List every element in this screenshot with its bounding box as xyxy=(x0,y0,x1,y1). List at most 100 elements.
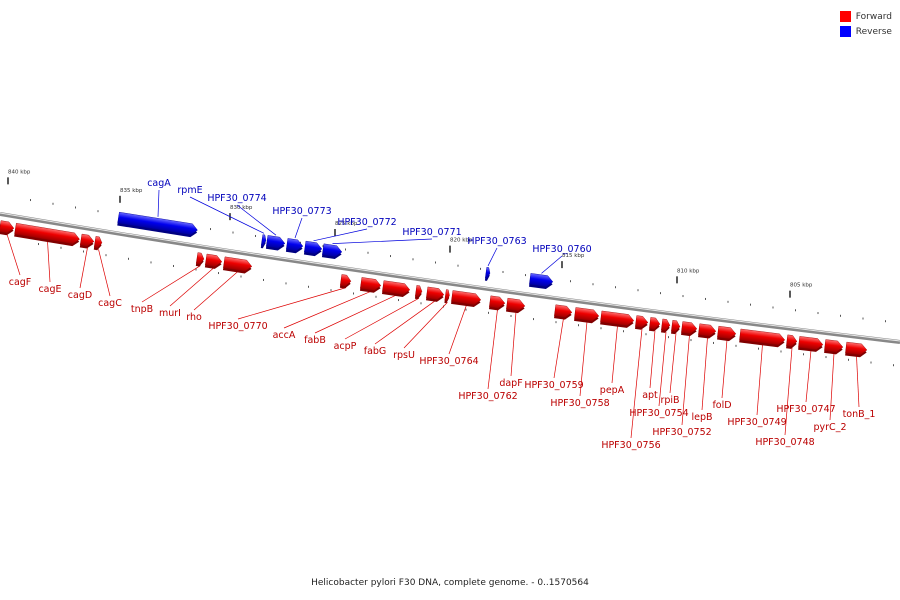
gene-label-HPF30_0770[interactable]: HPF30_0770 xyxy=(208,321,267,332)
gene-label-HPF30_0760[interactable]: HPF30_0760 xyxy=(532,244,591,255)
gene-arrow[interactable] xyxy=(382,280,411,296)
gene-HPF30_0754[interactable] xyxy=(661,318,671,333)
gene-HPF30_0758[interactable] xyxy=(574,307,600,324)
gene-label-rpmE[interactable]: rpmE xyxy=(177,185,202,196)
gene-HPF30_0772[interactable] xyxy=(303,240,323,257)
gene-acpP[interactable] xyxy=(414,285,423,300)
gene-arrow[interactable] xyxy=(739,328,786,346)
gene-label-lepB[interactable]: lepB xyxy=(691,412,712,423)
gene-arrow[interactable] xyxy=(635,315,649,328)
gene-arrow[interactable] xyxy=(485,267,491,279)
gene-HPF30_0764[interactable] xyxy=(451,290,482,308)
gene-label-cagC[interactable]: cagC xyxy=(98,298,122,309)
gene-arrow[interactable] xyxy=(681,321,698,335)
gene-arrow[interactable] xyxy=(661,318,671,331)
gene-label-HPF30_0754[interactable]: HPF30_0754 xyxy=(629,408,688,419)
gene-label-HPF30_0764[interactable]: HPF30_0764 xyxy=(419,356,478,367)
gene-label-HPF30_0759[interactable]: HPF30_0759 xyxy=(524,380,583,391)
gene-arrow[interactable] xyxy=(426,286,445,300)
gene-HPF30_0760[interactable] xyxy=(529,273,554,290)
gene-arrow[interactable] xyxy=(717,325,737,339)
gene-label-pepA[interactable]: pepA xyxy=(600,385,625,396)
gene-HPF30_0756[interactable] xyxy=(635,315,649,331)
gene-cagE[interactable] xyxy=(14,222,80,247)
gene-HPF30_0749[interactable] xyxy=(739,328,786,348)
gene-HPF30_0747[interactable] xyxy=(798,336,824,352)
gene-apt[interactable] xyxy=(649,317,661,332)
gene-arrow[interactable] xyxy=(360,277,382,291)
gene-label-tonB_1[interactable]: tonB_1 xyxy=(843,409,876,420)
gene-arrow[interactable] xyxy=(444,289,451,301)
gene-label-HPF30_0752[interactable]: HPF30_0752 xyxy=(652,427,711,438)
gene-HPF30_0771[interactable] xyxy=(321,243,343,260)
gene-arrow[interactable] xyxy=(845,341,868,355)
gene-label-pyrC_2[interactable]: pyrC_2 xyxy=(814,422,847,433)
gene-arrow[interactable] xyxy=(798,336,824,350)
gene-cagF[interactable] xyxy=(0,220,15,237)
gene-HPF30_0770[interactable] xyxy=(339,274,352,289)
gene-label-rpiB[interactable]: rpiB xyxy=(660,395,679,406)
gene-rpmE[interactable] xyxy=(260,234,267,249)
gene-HPF30_0748[interactable] xyxy=(786,334,798,350)
gene-arrow[interactable] xyxy=(322,243,343,258)
gene-HPF30_0763[interactable] xyxy=(484,267,491,281)
gene-label-folD[interactable]: folD xyxy=(712,400,731,411)
gene-label-fabG[interactable]: fabG xyxy=(364,346,387,357)
gene-arrow[interactable] xyxy=(195,252,205,265)
gene-label-cagF[interactable]: cagF xyxy=(9,277,32,288)
gene-label-acpP[interactable]: acpP xyxy=(334,341,357,352)
gene-label-cagD[interactable]: cagD xyxy=(68,290,92,301)
gene-rpiB[interactable] xyxy=(671,320,681,335)
gene-rpsU[interactable] xyxy=(444,289,451,304)
gene-arrow[interactable] xyxy=(671,320,681,332)
gene-arrow[interactable] xyxy=(93,236,103,248)
gene-label-HPF30_0749[interactable]: HPF30_0749 xyxy=(727,417,786,428)
gene-tnpB[interactable] xyxy=(195,252,205,267)
gene-accA[interactable] xyxy=(359,277,382,293)
gene-arrow[interactable] xyxy=(600,310,635,326)
gene-label-HPF30_0774[interactable]: HPF30_0774 xyxy=(207,193,266,204)
gene-arrow[interactable] xyxy=(649,317,661,330)
gene-label-HPF30_0747[interactable]: HPF30_0747 xyxy=(776,404,835,415)
gene-HPF30_0762[interactable] xyxy=(488,295,506,311)
gene-label-rpsU[interactable]: rpsU xyxy=(393,350,415,361)
gene-rho[interactable] xyxy=(222,256,253,275)
gene-lepB[interactable] xyxy=(698,323,717,340)
gene-arrow[interactable] xyxy=(79,233,95,247)
gene-arrow[interactable] xyxy=(223,256,253,272)
gene-arrow[interactable] xyxy=(554,304,573,318)
gene-HPF30_0759[interactable] xyxy=(554,304,573,321)
gene-cagA[interactable] xyxy=(117,211,198,238)
gene-label-HPF30_0762[interactable]: HPF30_0762 xyxy=(458,391,517,402)
gene-arrow[interactable] xyxy=(489,295,506,309)
gene-label-HPF30_0748[interactable]: HPF30_0748 xyxy=(755,437,814,448)
gene-dapF[interactable] xyxy=(505,297,526,314)
gene-arrow[interactable] xyxy=(340,274,352,287)
gene-cagD[interactable] xyxy=(79,233,95,249)
gene-pyrC_2[interactable] xyxy=(824,339,844,356)
gene-arrow[interactable] xyxy=(304,240,323,254)
gene-label-tnpB[interactable]: tnpB xyxy=(131,304,153,315)
gene-label-accA[interactable]: accA xyxy=(273,330,296,341)
gene-cagC[interactable] xyxy=(93,236,103,251)
gene-label-murI[interactable]: murI xyxy=(159,308,181,319)
gene-arrow[interactable] xyxy=(824,339,844,353)
gene-pepA[interactable] xyxy=(600,310,635,329)
gene-fabG[interactable] xyxy=(425,286,445,303)
gene-label-HPF30_0771[interactable]: HPF30_0771 xyxy=(402,227,461,238)
gene-label-rho[interactable]: rho xyxy=(186,312,202,323)
gene-arrow[interactable] xyxy=(786,334,798,347)
gene-arrow[interactable] xyxy=(698,323,717,337)
gene-folD[interactable] xyxy=(717,325,737,342)
gene-arrow[interactable] xyxy=(529,273,554,287)
gene-arrow[interactable] xyxy=(415,285,423,297)
gene-label-HPF30_0763[interactable]: HPF30_0763 xyxy=(467,236,526,247)
gene-HPF30_0752[interactable] xyxy=(681,321,698,337)
gene-tonB_1[interactable] xyxy=(845,341,868,358)
gene-arrow[interactable] xyxy=(506,297,526,311)
gene-label-fabB[interactable]: fabB xyxy=(304,335,326,346)
gene-arrow[interactable] xyxy=(0,220,15,234)
gene-arrow[interactable] xyxy=(286,238,304,251)
gene-arrow[interactable] xyxy=(260,234,267,247)
gene-arrow[interactable] xyxy=(574,307,600,321)
